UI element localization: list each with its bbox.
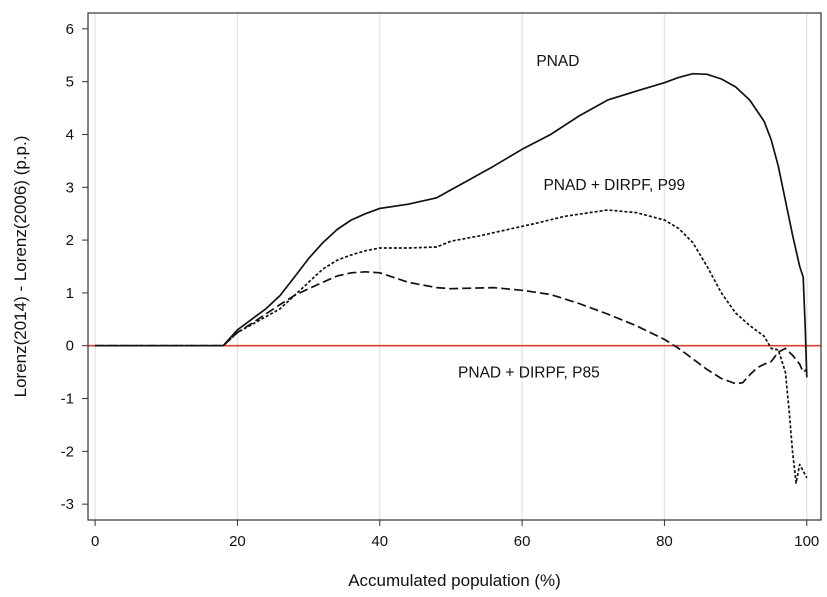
series-line-1 [95,72,808,378]
x-tick-label: 40 [371,533,388,550]
series-label-3: PNAD + DIRPF, P85 [458,364,600,381]
y-axis-title: Lorenz(2014) - Lorenz(2006) (p.p.) [11,136,30,398]
y-tick-label: 2 [66,232,74,249]
series-line-2 [95,209,808,484]
series-line-3 [95,270,808,385]
y-tick-label: 1 [66,285,74,302]
y-tick-label: -3 [61,496,74,513]
series-label-2: PNAD + DIRPF, P99 [543,177,685,194]
x-axis-title: Accumulated population (%) [348,571,561,590]
x-tick-label: 100 [794,533,819,550]
y-tick-label: 5 [66,74,74,91]
y-axis-ticks: -3 -2 -1 0 1 2 3 4 5 6 [61,21,88,513]
y-tick-label: 4 [66,126,74,143]
y-tick-label: 3 [66,179,74,196]
y-tick-label: 0 [66,338,74,355]
series-layer [95,72,808,484]
plot-frame [87,12,822,521]
y-tick-label: 6 [66,21,74,38]
x-axis-ticks: 0 20 40 60 80 100 [91,520,819,550]
series-labels: PNAD PNAD + DIRPF, P99 PNAD + DIRPF, P85 [458,53,685,382]
x-tick-label: 20 [229,533,246,550]
y-tick-label: -2 [61,443,74,460]
x-tick-label: 0 [91,533,99,550]
x-tick-label: 80 [656,533,673,550]
y-tick-label: -1 [61,391,74,408]
x-tick-label: 60 [514,533,531,550]
x-gridlines [94,13,808,520]
series-label-1: PNAD [536,53,579,70]
